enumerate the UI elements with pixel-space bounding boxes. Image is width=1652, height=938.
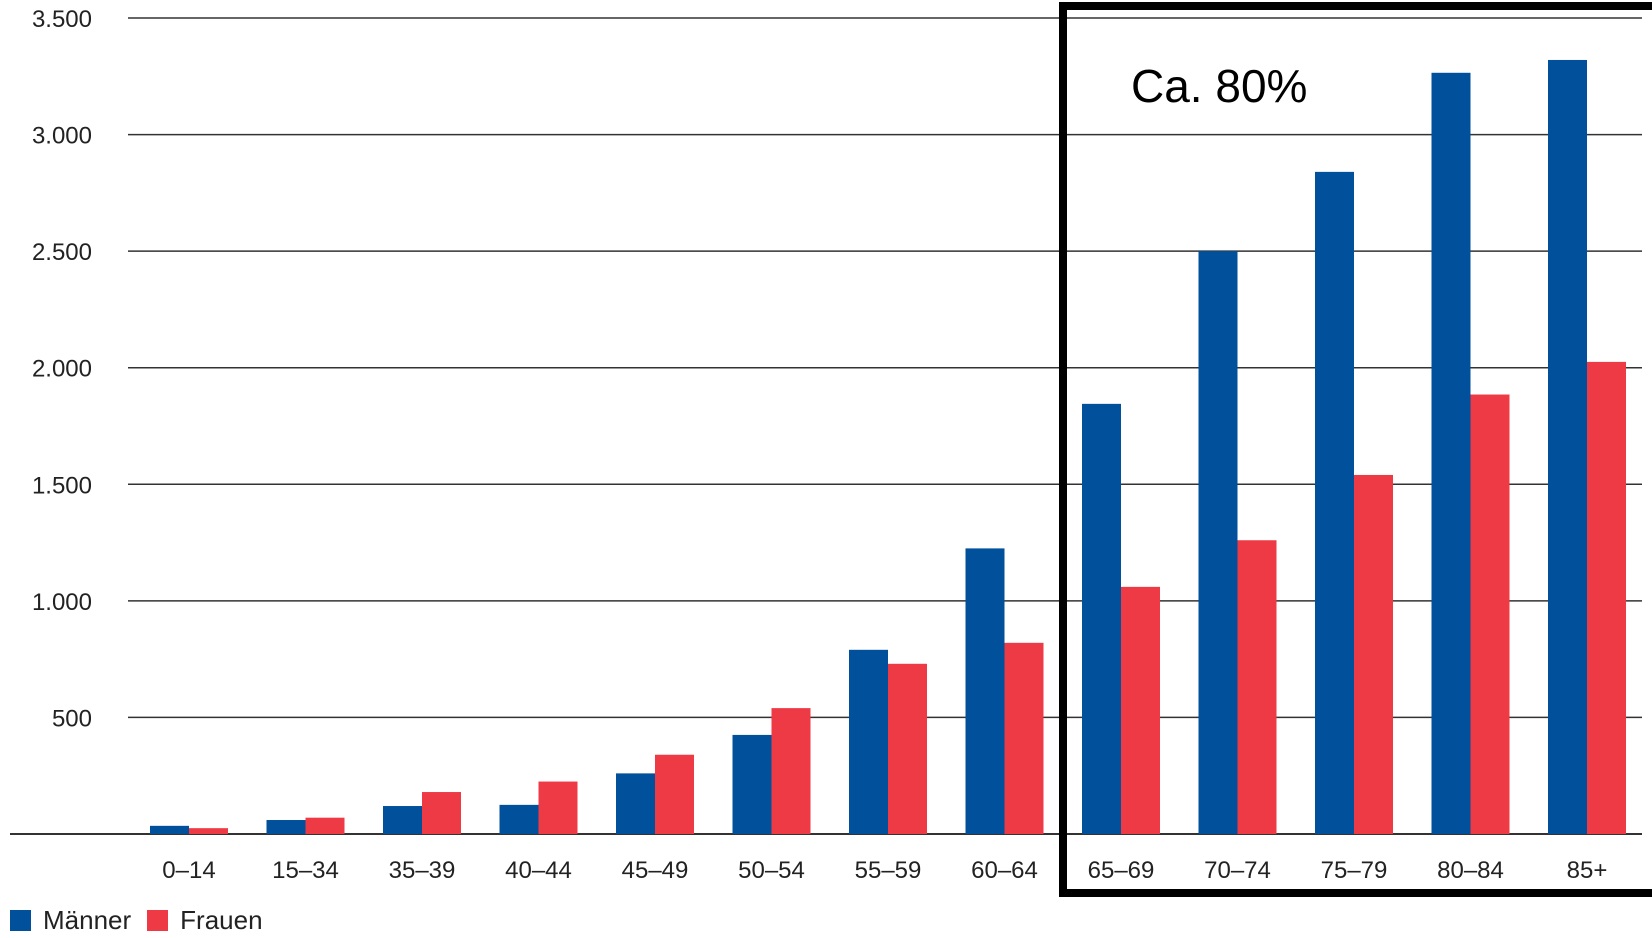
x-tick-label: 15–34 — [272, 857, 339, 884]
y-axis-tick-labels: 500 1.000 1.500 2.000 2.500 3.000 3.500 — [32, 6, 92, 732]
bar-frauen — [1004, 642, 1044, 834]
x-axis-tick-labels: 0–14 15–34 35–39 40–44 45–49 50–54 55–59 60–64 6… — [162, 857, 1607, 884]
bar-maenner — [1082, 403, 1121, 834]
x-tick-label: 80–84 — [1437, 857, 1504, 884]
y-tick-label: 3.500 — [32, 6, 92, 33]
x-tick-label: 55–59 — [855, 857, 922, 884]
bar-maenner — [732, 734, 772, 834]
y-tick-label: 2.000 — [32, 356, 92, 383]
bar-frauen — [1470, 394, 1510, 834]
x-tick-label: 85+ — [1567, 857, 1608, 884]
legend: Männer Frauen — [10, 904, 279, 936]
legend-item-frauen: Frauen — [147, 904, 263, 936]
bar-frauen — [1237, 540, 1277, 834]
bar-maenner — [849, 649, 888, 834]
bar-frauen — [305, 817, 345, 834]
bar-frauen — [1354, 474, 1393, 834]
x-tick-label: 50–54 — [738, 857, 805, 884]
bar-maenner — [616, 773, 655, 834]
x-tick-label: 75–79 — [1321, 857, 1388, 884]
y-tick-label: 1.500 — [32, 472, 92, 499]
bar-frauen — [1587, 361, 1626, 834]
legend-label-frauen: Frauen — [180, 904, 263, 935]
y-tick-label: 2.500 — [32, 239, 92, 266]
y-tick-label: 3.000 — [32, 123, 92, 150]
bar-frauen — [189, 828, 228, 834]
x-tick-label: 60–64 — [971, 857, 1038, 884]
annotation-text: Ca. 80% — [1131, 60, 1307, 112]
bar-maenner — [383, 806, 422, 834]
bar-maenner — [1198, 251, 1238, 835]
bar-maenner — [150, 825, 189, 834]
bar-maenner — [1315, 171, 1354, 835]
y-tick-label: 500 — [52, 705, 92, 732]
bar-frauen — [888, 663, 927, 834]
bar-maenner — [965, 548, 1005, 834]
bars — [150, 59, 1626, 835]
bar-frauen — [1121, 586, 1160, 834]
bar-frauen — [422, 792, 461, 834]
legend-swatch-frauen — [147, 909, 169, 931]
bar-maenner — [1431, 72, 1471, 834]
bar-frauen — [771, 708, 811, 834]
bar-maenner — [499, 804, 539, 834]
bar-frauen — [655, 754, 694, 834]
x-tick-label: 65–69 — [1088, 857, 1155, 884]
legend-swatch-maenner — [10, 909, 31, 931]
y-tick-label: 1.000 — [32, 589, 92, 616]
legend-item-maenner: Männer — [10, 905, 131, 936]
x-tick-label: 35–39 — [389, 857, 456, 884]
bar-maenner — [1548, 59, 1587, 835]
bar-frauen — [538, 781, 578, 834]
x-tick-label: 0–14 — [162, 857, 215, 884]
x-tick-label: 70–74 — [1204, 857, 1271, 884]
annotation-group: Ca. 80% — [1059, 2, 1652, 897]
legend-label-maenner: Männer — [43, 904, 132, 935]
gridlines — [10, 17, 1642, 835]
x-tick-label: 40–44 — [505, 857, 572, 884]
bar-maenner — [266, 820, 306, 834]
annotation-box — [1059, 2, 1652, 897]
x-tick-label: 45–49 — [622, 857, 689, 884]
